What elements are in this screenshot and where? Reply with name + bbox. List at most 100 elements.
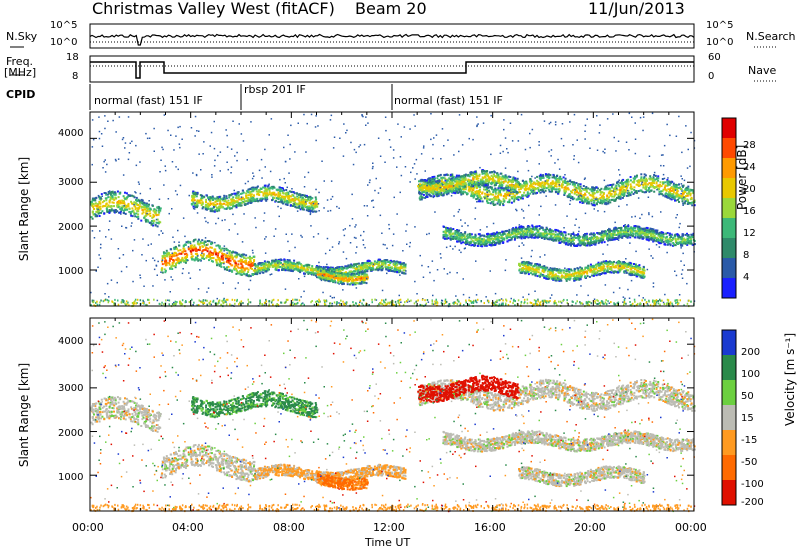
freq-unit-label: [MHz]: [4, 66, 37, 79]
power-ytick-1000: 1000: [58, 266, 84, 277]
nsky-tick-low: 10^0: [50, 37, 78, 48]
power-band-5: [442, 224, 696, 248]
nave-label: Nave: [748, 64, 777, 77]
velocity-cbar-seg-1: [722, 355, 736, 381]
velocity-cbar-tick-200: 200: [741, 347, 761, 358]
power-cbar-tick-28: 28: [743, 140, 756, 151]
velocity-cbar-seg-2: [722, 380, 736, 406]
nave-tick-high: 60: [708, 52, 721, 63]
power-cbar-seg-5: [722, 218, 736, 239]
nsky-right-tick-high: 10^5: [706, 20, 734, 31]
nsky-series: [89, 33, 695, 46]
xtick-1600: 16:00: [474, 521, 506, 534]
power-noise: [90, 112, 696, 308]
xaxis-label: Time UT: [365, 536, 411, 549]
cpid-label: CPID: [6, 88, 36, 101]
nsky-right-tick-low: 10^0: [706, 37, 734, 48]
power-ytick-3000: 3000: [58, 177, 84, 188]
velocity-band-1: [160, 444, 256, 483]
velocity-band-2: [253, 463, 407, 485]
date-label: 11/Jun/2013: [588, 0, 685, 18]
velocity-cbar-tick-15: 15: [741, 413, 754, 424]
power-heatmap: [90, 112, 696, 308]
velocity-ytick-4000: 4000: [58, 336, 84, 347]
velocity-ytick-2000: 2000: [58, 428, 84, 439]
velocity-band-0: [90, 396, 162, 433]
nsky-tick-high: 10^5: [50, 20, 78, 31]
cpid-segment-3: normal (fast) 151 IF: [394, 94, 503, 107]
velocity-cbar-seg-3: [722, 405, 736, 431]
power-band-1: [160, 238, 256, 278]
velocity-noise: [90, 318, 696, 513]
velocity-cbar-seg-6: [722, 480, 736, 506]
velocity-cbar-seg-4: [722, 430, 736, 456]
power-panel-frame: [89, 111, 695, 307]
velocity-cbar-tick-50: 50: [741, 391, 754, 402]
power-ytick-2000: 2000: [58, 222, 84, 233]
beam-label: Beam 20: [355, 0, 427, 18]
power-ytick-4000: 4000: [58, 128, 84, 139]
freq-tick-high: 18: [66, 52, 79, 63]
freq-tick-low: 8: [72, 71, 79, 82]
nsky-line: [89, 33, 695, 46]
nsearch-label: N.Search: [746, 30, 796, 43]
velocity-colorbar: [721, 329, 737, 506]
velocity-ytick-3000: 3000: [58, 383, 84, 394]
velocity-band-7: [316, 472, 369, 491]
nsky-label: N.Sky: [6, 30, 38, 43]
xtick-1200: 12:00: [373, 521, 405, 534]
power-colorbar: [721, 117, 737, 299]
power-cbar-seg-3: [722, 178, 736, 199]
power-cbar-seg-4: [722, 198, 736, 219]
xtick-0400: 04:00: [172, 521, 204, 534]
power-cbar-tick-20: 20: [743, 184, 756, 195]
cpid-segment-1: normal (fast) 151 IF: [94, 94, 203, 107]
velocity-cbar-tick-m50: -50: [741, 457, 758, 468]
velocity-band-6: [518, 465, 646, 488]
power-cbar-seg-0: [722, 118, 736, 139]
velocity-cbar-seg-5: [722, 455, 736, 481]
velocity-cbar-tick-m200: -200: [741, 497, 764, 508]
velocity-panel-frame: [89, 317, 695, 512]
power-cbar-seg-1: [722, 138, 736, 159]
power-cbar-seg-6: [722, 238, 736, 259]
power-cbar-seg-8: [722, 278, 736, 299]
velocity-band-4: [417, 378, 696, 412]
power-cbar-seg-2: [722, 158, 736, 179]
velocity-cbar-tick-m15: -15: [741, 435, 758, 446]
power-cbar-label: Power [dB]: [735, 144, 749, 210]
velocity-cbar-tick-100: 100: [741, 369, 761, 380]
velocity-ylabel: Slant Range [km]: [17, 362, 32, 468]
cpid-segment-2: rbsp 201 IF: [244, 83, 306, 96]
power-cbar-tick-12: 12: [743, 228, 756, 239]
velocity-cbar-label: Velocity [m s⁻¹]: [783, 332, 797, 426]
velocity-band-3: [190, 390, 319, 419]
nave-tick-low: 0: [708, 71, 715, 82]
cpid-markers: [89, 84, 393, 110]
axis-ticks: [89, 112, 695, 511]
velocity-heatmap: [90, 318, 696, 513]
velocity-cbar-tick-m100: -100: [741, 479, 764, 490]
power-band-3: [190, 184, 319, 213]
station-title: Christmas Valley West (fitACF): [92, 0, 335, 18]
xtick-2000: 20:00: [574, 521, 606, 534]
power-ylabel: Slant Range [km]: [17, 156, 32, 262]
power-band-6: [518, 260, 646, 282]
velocity-cbar-seg-0: [722, 330, 736, 356]
velocity-band-5: [442, 429, 696, 453]
freq-label: Freq.: [6, 55, 34, 68]
power-cbar-tick-16: 16: [743, 206, 756, 217]
xtick-0000: 00:00: [72, 521, 104, 534]
freq-panel-frame: [89, 55, 695, 83]
freq-series: [90, 61, 694, 79]
xtick-0800: 08:00: [273, 521, 305, 534]
power-cbar-tick-8: 8: [743, 250, 750, 261]
power-cbar-seg-7: [722, 258, 736, 279]
power-cbar-tick-4: 4: [743, 272, 750, 283]
velocity-ytick-1000: 1000: [58, 472, 84, 483]
power-cbar-tick-24: 24: [743, 162, 756, 173]
power-band-0: [90, 190, 162, 228]
xtick-2400: 00:00: [675, 521, 707, 534]
freq-step: [90, 61, 694, 79]
